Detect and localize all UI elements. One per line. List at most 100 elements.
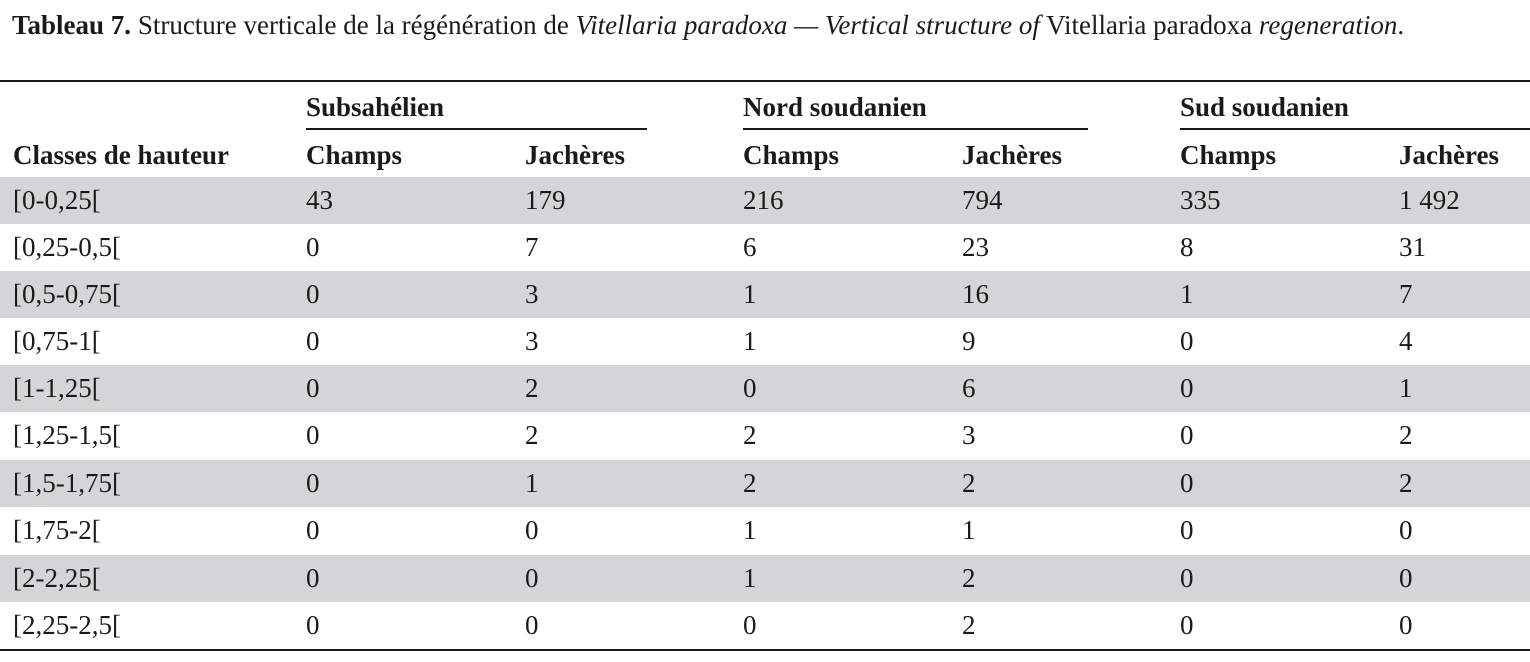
- value-cell: 3: [525, 326, 539, 356]
- table-row: [0,5-0,75[ 0 3 1 16 1 7: [0, 271, 1530, 318]
- caption-end: .: [1397, 10, 1405, 40]
- height-class-cell: [2,25-2,5[: [13, 610, 121, 640]
- group-rule-subsahelien: [306, 128, 647, 130]
- height-class-cell: [1,25-1,5[: [13, 420, 121, 450]
- value-cell: 7: [1399, 279, 1413, 309]
- value-cell: 335: [1180, 185, 1221, 215]
- value-cell: 0: [1180, 420, 1194, 450]
- value-cell: 2: [1399, 420, 1413, 450]
- value-cell: 8: [1180, 232, 1194, 262]
- value-cell: 2: [743, 468, 757, 498]
- table-row: [1,5-1,75[ 0 1 2 2 0 2: [0, 460, 1530, 507]
- value-cell: 0: [306, 232, 320, 262]
- value-cell: 1: [1399, 373, 1413, 403]
- row-header: Classes de hauteur: [13, 140, 230, 170]
- table-row: [0,75-1[ 0 3 1 9 0 4: [0, 318, 1530, 365]
- value-cell: 0: [743, 373, 757, 403]
- height-class-cell: [1-1,25[: [13, 373, 101, 403]
- subheader-jacheres: Jachères: [525, 140, 625, 170]
- value-cell: 7: [525, 232, 539, 262]
- group-header-sud-soudanien: Sud soudanien: [1180, 92, 1349, 122]
- value-cell: 2: [525, 420, 539, 450]
- caption-species-en: Vitellaria paradoxa: [1039, 10, 1259, 40]
- value-cell: 0: [1180, 563, 1194, 593]
- caption-text-en: Vertical structure of: [824, 10, 1040, 40]
- subheader-jacheres: Jachères: [962, 140, 1062, 170]
- subheader-jacheres: Jachères: [1399, 140, 1499, 170]
- group-header-subsahelien: Subsahélien: [306, 92, 445, 122]
- subheader-champs: Champs: [306, 140, 403, 170]
- value-cell: 6: [962, 373, 976, 403]
- table-row: [2-2,25[ 0 0 1 2 0 0: [0, 555, 1530, 602]
- group-rule-sud-soudanien: [1180, 128, 1530, 130]
- value-cell: 0: [525, 610, 539, 640]
- value-cell: 216: [743, 185, 784, 215]
- value-cell: 0: [1180, 610, 1194, 640]
- subheader-champs: Champs: [1180, 140, 1277, 170]
- value-cell: 0: [525, 515, 539, 545]
- value-cell: 0: [1399, 563, 1413, 593]
- caption-text-fr: Structure verticale de la régénération d…: [131, 10, 576, 40]
- table-row: [2,25-2,5[ 0 0 0 2 0 0: [0, 602, 1530, 649]
- bottom-rule: [0, 649, 1530, 651]
- value-cell: 1 492: [1399, 185, 1460, 215]
- value-cell: 2: [962, 468, 976, 498]
- value-cell: 0: [525, 563, 539, 593]
- value-cell: 2: [962, 610, 976, 640]
- value-cell: 0: [1180, 373, 1194, 403]
- value-cell: 23: [962, 232, 989, 262]
- table-caption: Tableau 7. Structure verticale de la rég…: [12, 8, 1518, 42]
- table-row: [1,25-1,5[ 0 2 2 3 0 2: [0, 412, 1530, 459]
- value-cell: 43: [306, 185, 333, 215]
- value-cell: 1: [743, 326, 757, 356]
- table-row: [0,25-0,5[ 0 7 6 23 8 31: [0, 224, 1530, 271]
- value-cell: 0: [743, 610, 757, 640]
- height-class-cell: [0,25-0,5[: [13, 232, 121, 262]
- value-cell: 3: [962, 420, 976, 450]
- value-cell: 31: [1399, 232, 1426, 262]
- value-cell: 0: [306, 468, 320, 498]
- value-cell: 4: [1399, 326, 1413, 356]
- value-cell: 3: [525, 279, 539, 309]
- table-row: [1,75-2[ 0 0 1 1 0 0: [0, 507, 1530, 554]
- value-cell: 0: [306, 610, 320, 640]
- caption-label: Tableau 7.: [12, 10, 132, 40]
- value-cell: 6: [743, 232, 757, 262]
- value-cell: 0: [306, 420, 320, 450]
- value-cell: 2: [743, 420, 757, 450]
- caption-text-en-end: regeneration: [1258, 10, 1398, 40]
- height-class-cell: [0,75-1[: [13, 326, 101, 356]
- table-row: [0-0,25[ 43 179 216 794 335 1 492: [0, 177, 1530, 224]
- value-cell: 1: [962, 515, 976, 545]
- value-cell: 2: [962, 563, 976, 593]
- value-cell: 0: [306, 279, 320, 309]
- value-cell: 2: [1399, 468, 1413, 498]
- value-cell: 179: [525, 185, 566, 215]
- height-class-cell: [1,75-2[: [13, 515, 101, 545]
- value-cell: 1: [743, 563, 757, 593]
- table-row: [1-1,25[ 0 2 0 6 0 1: [0, 365, 1530, 412]
- value-cell: 16: [962, 279, 989, 309]
- value-cell: 0: [306, 373, 320, 403]
- value-cell: 0: [306, 563, 320, 593]
- caption-species-fr: Vitellaria paradoxa: [575, 10, 788, 40]
- value-cell: 0: [1180, 515, 1194, 545]
- value-cell: 1: [743, 279, 757, 309]
- value-cell: 1: [525, 468, 539, 498]
- height-class-cell: [1,5-1,75[: [13, 468, 121, 498]
- height-class-cell: [0-0,25[: [13, 185, 101, 215]
- top-rule: [0, 80, 1530, 82]
- group-header-nord-soudanien: Nord soudanien: [743, 92, 927, 122]
- value-cell: 0: [1180, 326, 1194, 356]
- height-class-cell: [0,5-0,75[: [13, 279, 121, 309]
- value-cell: 0: [1399, 515, 1413, 545]
- group-rule-nord-soudanien: [743, 128, 1088, 130]
- value-cell: 0: [306, 326, 320, 356]
- value-cell: 1: [743, 515, 757, 545]
- value-cell: 0: [306, 515, 320, 545]
- value-cell: 2: [525, 373, 539, 403]
- value-cell: 794: [962, 185, 1003, 215]
- height-class-cell: [2-2,25[: [13, 563, 101, 593]
- value-cell: 9: [962, 326, 976, 356]
- value-cell: 0: [1180, 468, 1194, 498]
